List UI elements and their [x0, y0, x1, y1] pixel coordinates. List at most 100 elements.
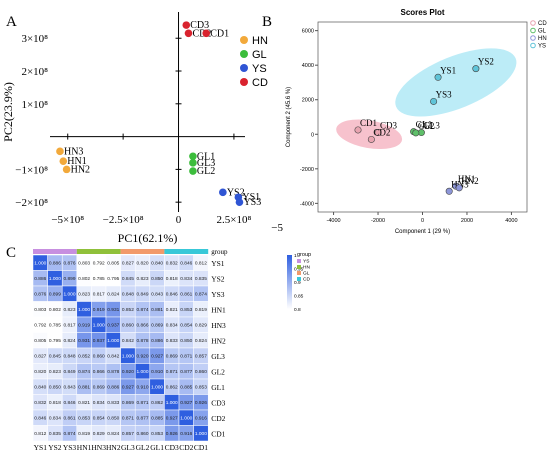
panel-a-point-cd2 [184, 29, 193, 38]
panel-b-x-tick-label: 0 [421, 218, 424, 224]
panel-c-cell-value: 0.877 [136, 416, 148, 422]
panel-c-cell-value: 0.854 [180, 323, 192, 329]
panel-c-row-label: YS1 [211, 259, 225, 268]
panel-c-cell-value: 0.878 [107, 369, 119, 375]
panel-c-cell-value: 0.874 [63, 431, 75, 437]
panel-c-cell-value: 0.842 [107, 354, 119, 360]
panel-c-cell-value: 0.878 [136, 338, 148, 344]
panel-c-cell-value: 0.835 [49, 431, 61, 437]
panel-a-point-label: CD2 [192, 28, 211, 39]
panel-c-cell-value: 1.000 [93, 323, 105, 329]
panel-c-cell-value: 0.877 [180, 369, 192, 375]
panel-a-y-tick-label: 2×10⁸ [21, 66, 48, 78]
panel-c-cell-value: 0.853 [78, 416, 90, 422]
panel-b-legend-marker-cd [530, 20, 536, 26]
panel-c-cell-value: 0.829 [195, 323, 207, 329]
panel-c-legend-label: YS [303, 259, 309, 265]
panel-c-cell-value: 0.927 [122, 385, 134, 391]
panel-a-legend-label: YS [252, 63, 267, 75]
panel-b-point-cd1 [354, 126, 362, 134]
panel-c-cell-value: 1.000 [151, 385, 163, 391]
panel-c-column-label: HN3 [91, 443, 106, 452]
panel-c-row-label: HN2 [211, 336, 226, 345]
panel-b-point-label: GL1 [416, 120, 433, 130]
panel-b-legend-label: HN [538, 36, 547, 42]
panel-c-cell-value: 0.849 [63, 369, 75, 375]
panel-c-column-label: YS1 [34, 443, 48, 452]
panel-a-point-label: YS1 [242, 192, 260, 203]
panel-c-cell-value: 0.910 [151, 369, 163, 375]
panel-c-cell-value: 1.000 [49, 276, 61, 282]
panel-c-cell-value: 0.862 [166, 385, 178, 391]
panel-c-colorbar-tick-label: 0.8 [294, 307, 301, 313]
panel-c-cell-value: 0.926 [195, 400, 207, 406]
panel-c-row-label: HN3 [211, 321, 226, 330]
panel-b-point-label: CD3 [380, 121, 398, 131]
panel-a-x-tick-label: −5×10⁸ [51, 214, 84, 226]
panel-a-y-tick-label: −1×10⁸ [15, 164, 48, 176]
panel-b-x-tick-label: 2000 [461, 218, 473, 224]
panel-c-cell-value: 0.827 [122, 261, 134, 267]
panel-b-point-label: YS2 [478, 57, 494, 67]
panel-c-cell-value: 0.819 [78, 431, 90, 437]
panel-a-point-label: CD3 [190, 20, 209, 31]
panel-c-cell-value: 0.846 [166, 292, 178, 298]
panel-b-letter: B [262, 14, 272, 30]
panel-c-cell-value: 0.919 [78, 323, 90, 329]
panel-c-cell-value: 0.805 [107, 261, 119, 267]
panel-b-legend-label: GL [538, 29, 547, 35]
panel-a-point-label: GL3 [197, 158, 215, 169]
panel-c-cell-value: 0.829 [93, 431, 105, 437]
panel-a-point-label: CD1 [210, 28, 229, 39]
panel-c-cell-value: 0.820 [136, 261, 148, 267]
panel-c-cell-value: 0.827 [34, 354, 46, 360]
panel-b-x-axis-title: Component 1 (29 %) [395, 229, 450, 235]
panel-c-cell-value: 0.862 [151, 400, 163, 406]
panel-c-cell-value: 0.833 [166, 338, 178, 344]
panel-b-point-label: GL2 [418, 121, 435, 131]
panel-c-row-label: CD3 [211, 398, 225, 407]
panel-c-cell-value: 0.916 [180, 431, 192, 437]
panel-c-colorbar-tick-label: 1 [294, 253, 297, 259]
panel-c-row-label: GL2 [211, 367, 225, 376]
panel-c-cell-value: 0.920 [122, 369, 134, 375]
panel-b-point-label: YS3 [436, 89, 453, 99]
panel-a-point-gl1 [189, 152, 197, 161]
panel-a-point-label: YS2 [227, 187, 245, 198]
panel-c-group-label: group [211, 248, 228, 256]
panel-a-y-tick-label: 1×10⁸ [21, 99, 48, 111]
panel-c-cell-value: 1.000 [180, 416, 192, 422]
panel-c-cell-value: 0.860 [93, 354, 105, 360]
panel-a-point-label: HN2 [71, 164, 90, 175]
panel-c-cell-value: 0.843 [63, 385, 75, 391]
panel-c-legend-label: CD [303, 277, 310, 283]
panel-a-x-tick-label: 0 [176, 214, 182, 226]
panel-c-cell-value: 0.850 [151, 276, 163, 282]
panel-c-legend-swatch-gl [297, 271, 301, 275]
panel-a-point-gl3 [189, 159, 197, 167]
panel-c-cell-value: 0.818 [49, 400, 61, 406]
panel-c-row-label: CD2 [211, 414, 225, 423]
panel-c-cell-value: 0.869 [151, 323, 163, 329]
panel-c-column-label: YS3 [63, 443, 77, 452]
panel-b-point-gl2 [412, 129, 420, 137]
panel-c-cell-value: 0.845 [122, 276, 134, 282]
panel-c-cell-value: 0.937 [107, 323, 119, 329]
panel-c-column-label: GL3 [121, 443, 135, 452]
panel-b-title: Scores Plot [400, 8, 444, 17]
panel-c-cell-value: 0.792 [34, 323, 46, 329]
panel-c-cell-value: 0.886 [107, 385, 119, 391]
panel-c-cell-value: 0.881 [151, 307, 163, 313]
panel-c-cell-value: 0.866 [136, 323, 148, 329]
panel-c-cell-value: 0.871 [136, 400, 148, 406]
panel-b-legend-label: CD [538, 21, 547, 27]
panel-a-point-ys3 [235, 198, 244, 206]
panel-c-cell-value: 0.812 [195, 261, 207, 267]
panel-b-legend-label: YS [538, 44, 546, 50]
panel-b-point-hn3 [445, 187, 453, 195]
panel-a-point-label: HN1 [67, 156, 86, 167]
panel-c-cell-value: 0.820 [34, 369, 46, 375]
panel-c-cell-value: 0.846 [34, 416, 46, 422]
panel-a-y-axis-title: PC2(23.9%) [1, 82, 15, 142]
